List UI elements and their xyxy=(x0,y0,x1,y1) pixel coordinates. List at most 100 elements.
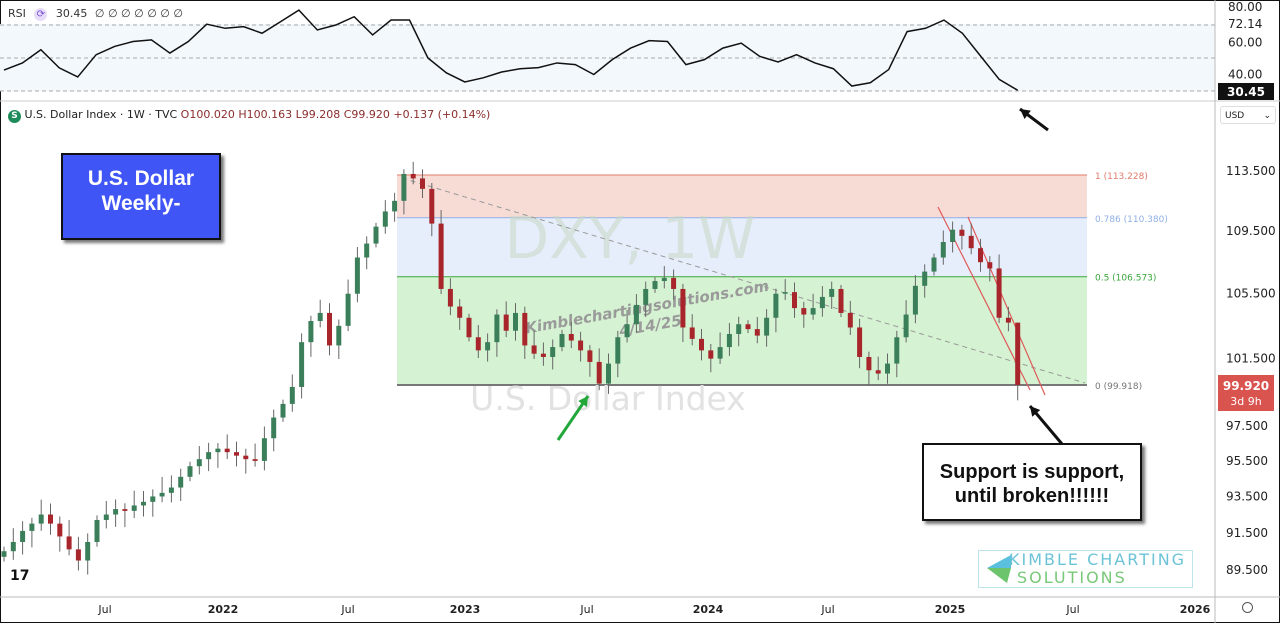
callout-box: Support is support, until broken!!!!!! xyxy=(922,443,1142,521)
candle-body xyxy=(606,363,611,384)
ohlc-change: +0.137 (+0.14%) xyxy=(393,108,491,121)
candle-body xyxy=(922,271,928,286)
symbol-legend: S U.S. Dollar Index · 1W · TVC O100.020 … xyxy=(8,108,490,123)
candle-body xyxy=(475,337,481,351)
candle-body xyxy=(754,329,760,336)
fib-level-label: 1 (113.228) xyxy=(1095,172,1148,182)
rsi-line xyxy=(3,9,1019,91)
candle-body xyxy=(894,337,900,364)
price-tick-label: 89.500 xyxy=(1226,563,1268,577)
candle-body xyxy=(950,229,956,243)
candle-body xyxy=(438,223,444,289)
candle-body xyxy=(503,314,509,331)
candle-body xyxy=(392,200,398,212)
candle-body xyxy=(661,277,667,282)
candle-body xyxy=(875,370,881,374)
rsi-arrow-icon-head xyxy=(1020,109,1031,120)
candle-body xyxy=(643,288,649,305)
currency-select[interactable]: USD ⌄ xyxy=(1220,106,1276,124)
candle-body xyxy=(317,312,323,321)
candle-body xyxy=(113,509,119,515)
candle-body xyxy=(540,353,546,357)
fib-level-label: 0.786 (110.380) xyxy=(1095,215,1168,225)
candle-body xyxy=(327,312,332,346)
candle-body xyxy=(652,281,658,289)
title-line-2: Weekly- xyxy=(101,192,181,215)
candle-body xyxy=(466,317,472,338)
candle-body xyxy=(206,452,212,460)
rsi-value: 30.45 xyxy=(55,7,88,20)
candle-body xyxy=(987,262,993,269)
candle-body xyxy=(782,292,788,294)
title-line-1: U.S. Dollar xyxy=(87,167,195,190)
candle-body xyxy=(680,288,686,328)
candle-body xyxy=(736,324,742,334)
candle-body xyxy=(457,306,463,318)
price-tick-label: 93.500 xyxy=(1226,489,1268,503)
candle-body xyxy=(131,505,137,511)
candle-body xyxy=(85,541,91,561)
fib-zone-green xyxy=(397,276,1087,385)
candle-body xyxy=(1005,317,1011,323)
candle-body xyxy=(847,312,853,328)
last-price-value: 99.920 xyxy=(1223,379,1269,393)
candle-body xyxy=(959,229,965,236)
candle-body xyxy=(447,288,453,307)
title-box: U.S. Dollar Weekly- xyxy=(61,153,221,240)
logo-line-2: SOLUTIONS xyxy=(1017,568,1127,587)
candle-body xyxy=(624,324,630,338)
candle-body xyxy=(810,308,816,315)
time-tick-label: 2023 xyxy=(450,603,481,616)
candle-body xyxy=(429,188,435,224)
candle-body xyxy=(513,312,518,331)
candle-body xyxy=(336,325,342,346)
candle-body xyxy=(261,438,267,461)
candle-body xyxy=(764,317,770,336)
candle-body xyxy=(931,257,937,272)
refresh-icon[interactable]: ⟳ xyxy=(34,8,48,21)
ohlc-high: H100.163 xyxy=(238,108,293,121)
candle-body xyxy=(615,337,621,364)
last-price-badge xyxy=(1218,375,1274,411)
candle-body xyxy=(168,487,174,493)
candle-body xyxy=(150,496,156,502)
rsi-tick-label: 60.00 xyxy=(1228,36,1262,50)
candle-body xyxy=(550,347,556,357)
last-price-countdown: 3d 9h xyxy=(1230,395,1261,408)
price-tick-label: 101.500 xyxy=(1226,352,1276,366)
candle-body xyxy=(289,386,295,404)
ohlc-close: C99.920 xyxy=(343,108,390,121)
candle-body xyxy=(857,327,863,357)
tradingview-logo[interactable]: 17 xyxy=(10,568,30,584)
callout-line-1: Support is support, xyxy=(939,461,1125,483)
candle-body xyxy=(354,257,360,294)
candle-body xyxy=(196,459,202,467)
time-tick-label: Jul xyxy=(340,603,354,616)
candle-body xyxy=(633,304,639,325)
candle-body xyxy=(494,314,500,343)
candle-body xyxy=(819,296,825,309)
candle-body xyxy=(866,356,872,371)
candle-body xyxy=(699,338,704,351)
candle-body xyxy=(531,345,537,354)
candle-body xyxy=(215,448,221,453)
candle-body xyxy=(568,333,574,341)
candle-body xyxy=(364,243,370,258)
settings-icon[interactable] xyxy=(1242,602,1253,613)
price-tick-label: 105.500 xyxy=(1226,287,1276,301)
time-tick-label: Jul xyxy=(820,603,834,616)
currency-label: USD xyxy=(1225,111,1245,121)
candle-body xyxy=(773,293,779,318)
candle-body xyxy=(838,288,844,313)
candle-body xyxy=(485,342,491,351)
candle-body xyxy=(94,519,100,542)
candle-body xyxy=(578,340,584,351)
candle-body xyxy=(829,288,835,297)
fib-zone-red xyxy=(397,175,1087,218)
rsi-last-badge xyxy=(1218,83,1274,100)
ohlc-open: O100.020 xyxy=(180,108,235,121)
candle-body xyxy=(420,178,425,189)
price-tick-label: 113.500 xyxy=(1226,164,1276,178)
price-tick-label: 97.500 xyxy=(1226,419,1268,433)
